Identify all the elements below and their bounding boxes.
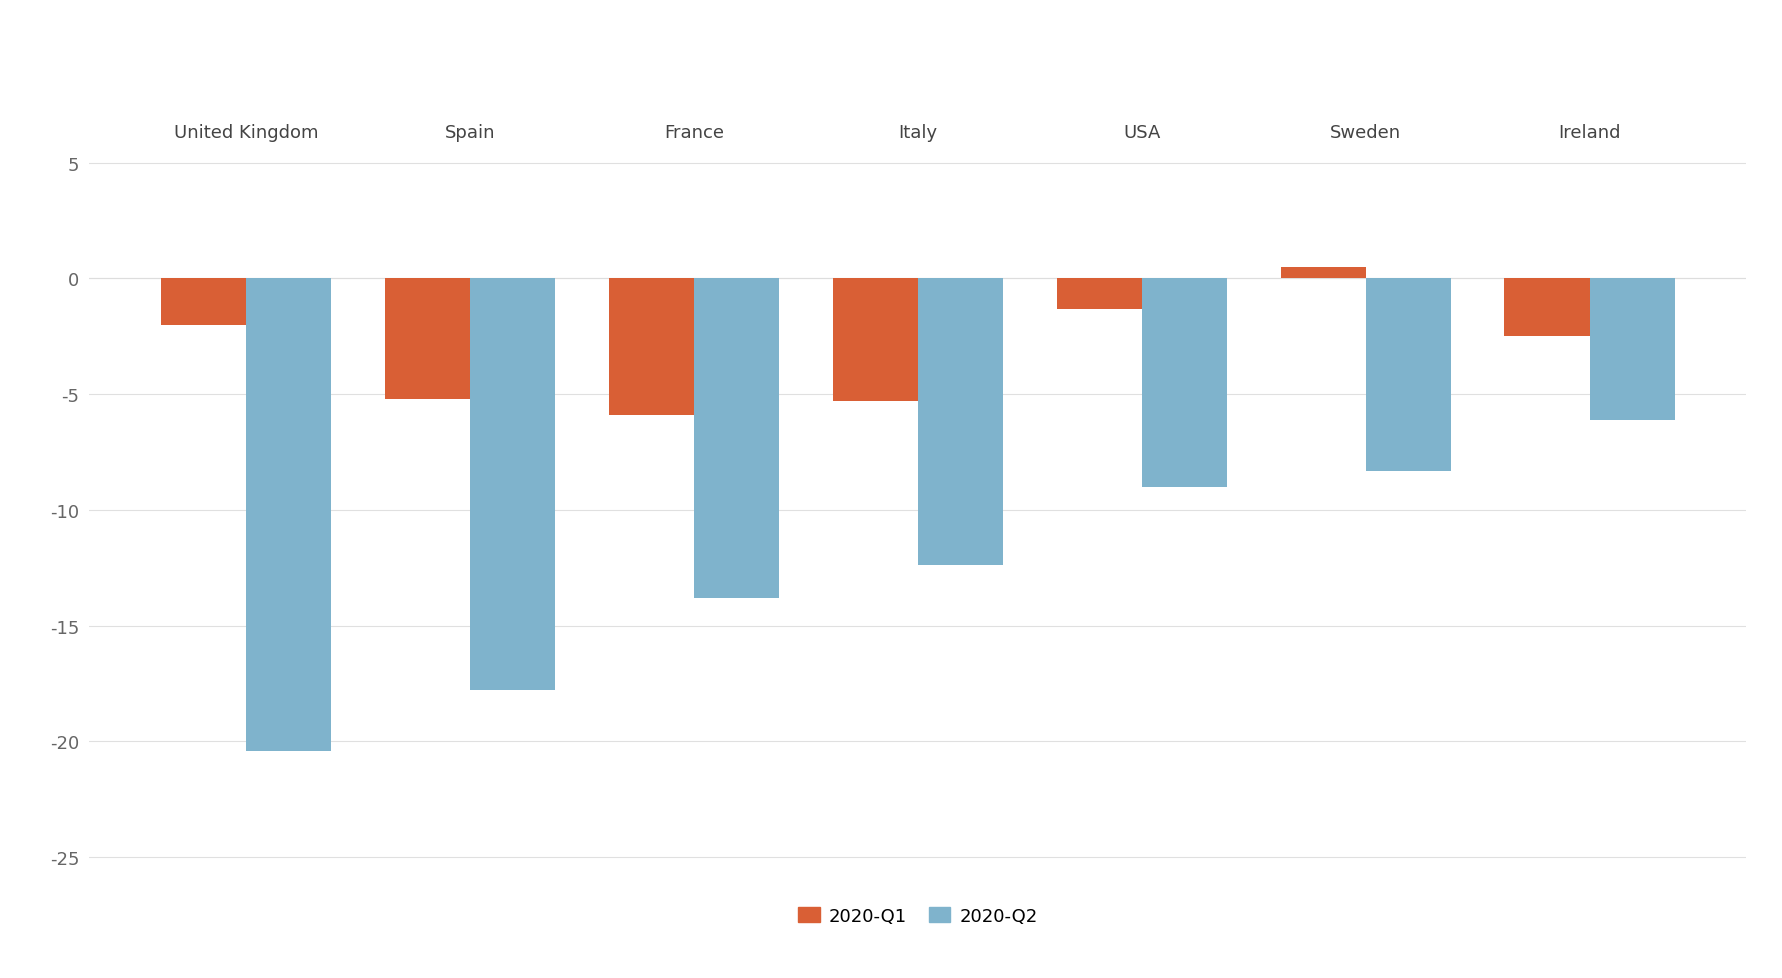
Text: Sweden: Sweden [1329, 124, 1401, 142]
Text: Ireland: Ireland [1557, 124, 1622, 142]
Text: USA: USA [1123, 124, 1160, 142]
Text: Spain: Spain [444, 124, 495, 142]
Text: Italy: Italy [898, 124, 937, 142]
Bar [160, 279, 246, 326]
Legend: 2020-Q1, 2020-Q2: 2020-Q1, 2020-Q2 [791, 900, 1044, 932]
Text: United Kingdom: United Kingdom [173, 124, 319, 142]
Bar [832, 279, 918, 402]
Bar [693, 279, 779, 599]
Bar [1142, 279, 1226, 487]
Bar [1504, 279, 1590, 337]
Bar [1590, 279, 1675, 421]
Bar [385, 279, 470, 399]
Bar [609, 279, 693, 416]
Text: France: France [663, 124, 723, 142]
Bar [246, 279, 331, 751]
Bar [1281, 268, 1365, 279]
Bar [918, 279, 1003, 566]
Bar [470, 279, 554, 690]
Bar [1365, 279, 1451, 471]
Bar [1057, 279, 1142, 309]
